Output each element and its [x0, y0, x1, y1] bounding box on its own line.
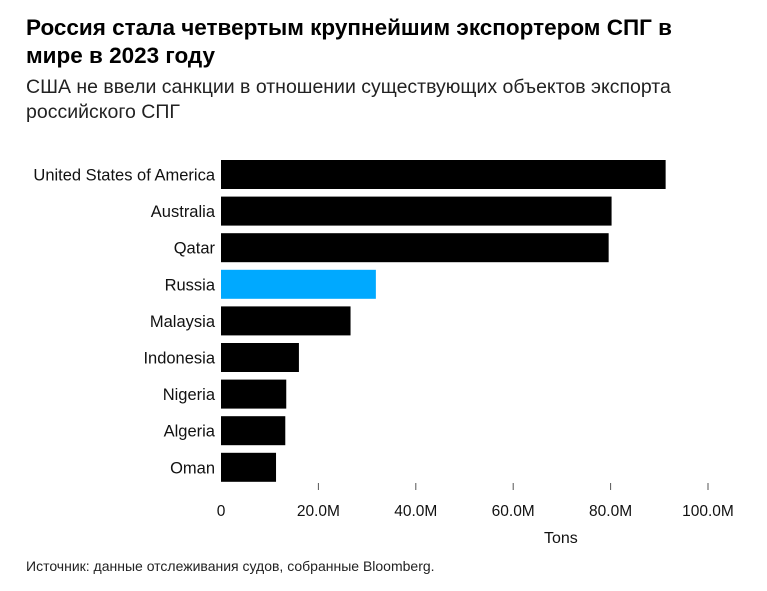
category-label-indonesia: Indonesia	[143, 350, 215, 368]
bar-oman	[221, 452, 277, 482]
bar-algeria	[221, 416, 286, 446]
chart-title: Россия стала четвертым крупнейшим экспор…	[26, 15, 672, 68]
category-label-malaysia: Malaysia	[150, 313, 216, 331]
category-label-united-states-of-america: United States of America	[33, 167, 215, 185]
bar-united-states-of-america	[221, 160, 666, 189]
x-tick-label: 0	[217, 503, 226, 520]
x-tick-label: 20.0M	[297, 503, 340, 520]
x-tick-label: 100.0M	[682, 503, 734, 520]
category-label-algeria: Algeria	[164, 423, 216, 441]
chart-subtitle: США не ввели санкции в отношении существ…	[26, 76, 671, 123]
bar-australia	[221, 196, 612, 226]
category-label-australia: Australia	[151, 203, 216, 221]
category-label-nigeria: Nigeria	[163, 386, 216, 404]
x-axis-title: Tons	[544, 530, 578, 547]
category-labels: United States of America Australia Qatar Ru…	[33, 167, 215, 478]
category-label-oman: Oman	[170, 459, 215, 477]
x-tick-label: 80.0M	[589, 503, 632, 520]
bar-russia	[221, 269, 376, 299]
category-label-qatar: Qatar	[174, 240, 216, 258]
category-label-russia: Russia	[165, 276, 216, 294]
bar-malaysia	[221, 306, 351, 336]
source-note: Источник: данные отслеживания судов, соб…	[26, 558, 435, 574]
x-tick-label: 60.0M	[492, 503, 535, 520]
x-tick-label: 40.0M	[394, 503, 437, 520]
bar-indonesia	[221, 343, 299, 372]
bar-qatar	[221, 233, 609, 263]
bar-nigeria	[221, 379, 287, 409]
bars-layer	[221, 160, 666, 482]
x-axis: 0 20.0M 40.0M 60.0M 80.0M 100.0M	[217, 483, 734, 520]
